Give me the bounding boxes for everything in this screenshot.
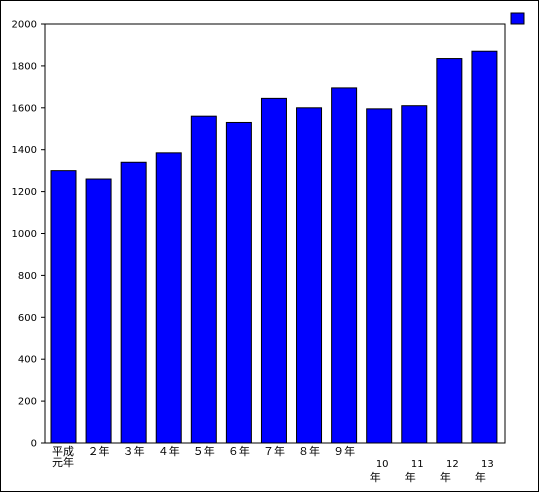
x-tick-label: 10年 xyxy=(370,459,389,484)
bar xyxy=(296,107,323,444)
y-tick-label: 0 xyxy=(31,439,37,450)
x-tick-label-line: ８年 xyxy=(298,444,320,458)
bar xyxy=(331,87,358,444)
x-tick-label-line: ７年 xyxy=(263,444,285,458)
bar xyxy=(85,178,112,444)
y-tick-label: 1400 xyxy=(12,145,37,156)
x-tick-label: ５年 xyxy=(193,444,215,458)
bar xyxy=(225,121,252,444)
bar xyxy=(471,50,498,444)
x-tick-label-line: 平成 xyxy=(52,445,74,458)
x-tick-label-line: 年 xyxy=(405,470,416,484)
bar xyxy=(155,152,182,444)
y-tick-label: 2000 xyxy=(12,20,37,31)
x-tick-label: ４年 xyxy=(158,444,180,458)
x-tick-label-line: 年 xyxy=(440,470,451,484)
x-tick-label-line: 元年 xyxy=(52,455,74,469)
y-tick-label: 1000 xyxy=(12,229,37,240)
bar xyxy=(366,108,393,444)
x-tick-label-line: ４年 xyxy=(158,444,180,458)
y-tick-label: 1800 xyxy=(12,61,37,72)
bar xyxy=(401,105,428,444)
x-tick-label-line: ２年 xyxy=(88,444,110,458)
bar xyxy=(260,97,287,444)
y-axis-ticks: 0 200 400 600 800 1000 1200 1400 1600 1800 2000 xyxy=(12,20,45,450)
bar xyxy=(120,161,147,444)
x-tick-label-line: 13 xyxy=(481,459,494,470)
x-tick-label: ８年 xyxy=(298,444,320,458)
x-tick-label: ９年 xyxy=(333,444,355,458)
x-tick-label-line: ６年 xyxy=(228,444,250,458)
x-tick-label-line: 12 xyxy=(446,459,459,470)
legend-swatch xyxy=(510,12,525,25)
x-tick-label: ３年 xyxy=(123,444,145,458)
legend xyxy=(510,12,525,25)
y-tick-label: 400 xyxy=(18,355,37,366)
x-tick-label-line: 年 xyxy=(370,470,381,484)
x-tick-label-line: 年 xyxy=(475,470,486,484)
x-tick-label: 13年 xyxy=(475,459,494,484)
x-tick-label: ６年 xyxy=(228,444,250,458)
x-tick-label: ２年 xyxy=(88,444,110,458)
x-tick-label: ７年 xyxy=(263,444,285,458)
x-tick-label: 11年 xyxy=(405,459,424,484)
x-tick-label-line: ５年 xyxy=(193,444,215,458)
x-tick-label: 12年 xyxy=(440,459,459,484)
x-tick-label-line: ９年 xyxy=(333,444,355,458)
x-tick-label-line: 11 xyxy=(411,459,424,470)
bars xyxy=(50,50,498,444)
y-tick-label: 600 xyxy=(18,313,37,324)
y-tick-label: 800 xyxy=(18,271,37,282)
x-tick-label-line: 10 xyxy=(376,459,389,470)
x-tick-label-line: ３年 xyxy=(123,444,145,458)
bar xyxy=(50,170,77,444)
bar xyxy=(436,58,463,444)
y-tick-label: 200 xyxy=(18,397,37,408)
y-tick-label: 1200 xyxy=(12,187,37,198)
bar xyxy=(190,115,217,444)
y-tick-label: 1600 xyxy=(12,103,37,114)
